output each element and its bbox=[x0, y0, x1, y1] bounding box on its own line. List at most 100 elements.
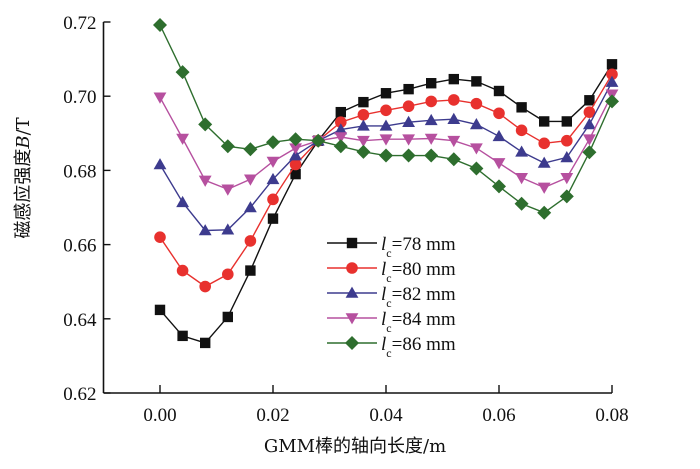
data-point bbox=[514, 196, 529, 211]
x-tick-label: 0.08 bbox=[595, 405, 628, 426]
y-tick-label: 0.68 bbox=[63, 161, 96, 182]
data-point bbox=[402, 134, 415, 146]
data-point bbox=[289, 143, 302, 155]
data-point bbox=[379, 119, 393, 131]
legend-label: lc=82 mm bbox=[381, 284, 456, 310]
data-point bbox=[177, 330, 188, 342]
legend-label-var: l bbox=[381, 309, 386, 330]
data-point bbox=[515, 124, 528, 137]
legend-label-var: l bbox=[381, 334, 386, 355]
data-point bbox=[222, 311, 233, 323]
y-tick-label: 0.70 bbox=[63, 87, 96, 108]
legend-label: lc=78 mm bbox=[381, 234, 456, 260]
y-tick-label: 0.62 bbox=[63, 384, 96, 405]
data-point bbox=[267, 193, 279, 206]
legend-label-var: l bbox=[381, 259, 386, 280]
data-point bbox=[357, 108, 370, 121]
data-point bbox=[379, 148, 393, 163]
data-point bbox=[605, 94, 619, 109]
data-point bbox=[266, 156, 280, 168]
data-point bbox=[424, 113, 438, 126]
legend-label: lc=84 mm bbox=[381, 309, 456, 335]
data-point bbox=[153, 92, 167, 104]
legend-label-rest: =86 mm bbox=[392, 334, 456, 355]
x-tick-label: 0.04 bbox=[369, 405, 403, 426]
data-point bbox=[266, 135, 280, 150]
series-layer bbox=[153, 17, 619, 349]
data-point bbox=[379, 134, 393, 146]
data-point bbox=[538, 137, 550, 150]
legend-marker bbox=[346, 237, 358, 249]
data-point bbox=[176, 195, 189, 208]
y-tick-label: 0.66 bbox=[63, 236, 96, 257]
data-point bbox=[606, 68, 618, 81]
data-point bbox=[583, 117, 596, 130]
data-point bbox=[606, 59, 618, 70]
data-point bbox=[311, 133, 326, 148]
legend-marker bbox=[346, 262, 358, 274]
legend-label-sub: c bbox=[386, 271, 391, 285]
x-tick-label: 0.00 bbox=[143, 405, 176, 426]
data-point bbox=[245, 265, 256, 276]
data-point bbox=[334, 132, 348, 144]
data-point bbox=[244, 201, 257, 213]
legend-label-var: l bbox=[381, 284, 386, 305]
legend-label-var: l bbox=[381, 234, 386, 255]
legend-item: lc=82 mm bbox=[327, 284, 456, 310]
data-point bbox=[244, 235, 257, 247]
data-point bbox=[470, 97, 483, 110]
data-point bbox=[401, 148, 416, 163]
data-point bbox=[470, 117, 483, 130]
data-point bbox=[559, 189, 574, 204]
data-point bbox=[288, 132, 303, 147]
data-point bbox=[448, 94, 460, 106]
data-point bbox=[290, 168, 301, 180]
legend-item: lc=80 mm bbox=[327, 259, 456, 285]
data-point bbox=[447, 135, 461, 148]
y-axis-title: 磁感应强度B/T bbox=[13, 117, 34, 238]
axes: 0.62 0.64 0.66 0.68 0.70 0.72 0.00 0.02 0.04 0.06… bbox=[63, 13, 628, 426]
legend-label: lc=80 mm bbox=[381, 259, 456, 285]
data-point bbox=[243, 142, 258, 157]
legend-label-sub: c bbox=[386, 246, 391, 260]
data-point bbox=[335, 106, 346, 118]
data-point bbox=[537, 205, 552, 220]
data-point bbox=[221, 184, 235, 196]
legend-marker bbox=[345, 336, 359, 350]
data-point bbox=[561, 134, 573, 147]
data-point bbox=[539, 116, 550, 127]
data-point bbox=[516, 102, 527, 113]
legend-item: lc=86 mm bbox=[327, 334, 456, 360]
series-2 bbox=[154, 68, 618, 293]
y-axis-title-unit: /T bbox=[13, 117, 34, 135]
data-point bbox=[380, 104, 392, 117]
data-point bbox=[220, 139, 235, 154]
data-point bbox=[492, 179, 506, 194]
legend-label-sub: c bbox=[386, 346, 391, 360]
data-point bbox=[447, 112, 461, 125]
y-tick-label: 0.64 bbox=[63, 310, 97, 331]
data-point bbox=[537, 156, 551, 168]
data-point bbox=[244, 174, 257, 186]
data-point bbox=[266, 172, 280, 185]
data-point bbox=[358, 96, 369, 108]
legend-item: lc=84 mm bbox=[327, 309, 456, 335]
data-point bbox=[221, 223, 235, 235]
data-point bbox=[200, 337, 211, 349]
data-point bbox=[493, 107, 505, 120]
legend-label: lc=86 mm bbox=[381, 334, 456, 360]
data-point bbox=[560, 173, 574, 185]
data-point bbox=[289, 149, 302, 161]
data-point bbox=[515, 145, 528, 157]
data-point bbox=[446, 152, 461, 167]
data-point bbox=[356, 144, 371, 159]
data-point bbox=[425, 95, 438, 108]
data-point bbox=[471, 76, 482, 87]
data-point bbox=[153, 158, 167, 170]
y-axis-title-var: B bbox=[13, 135, 34, 149]
data-point bbox=[448, 73, 459, 85]
legend-item: lc=78 mm bbox=[327, 234, 456, 260]
data-point bbox=[583, 134, 596, 146]
data-point bbox=[335, 116, 347, 128]
